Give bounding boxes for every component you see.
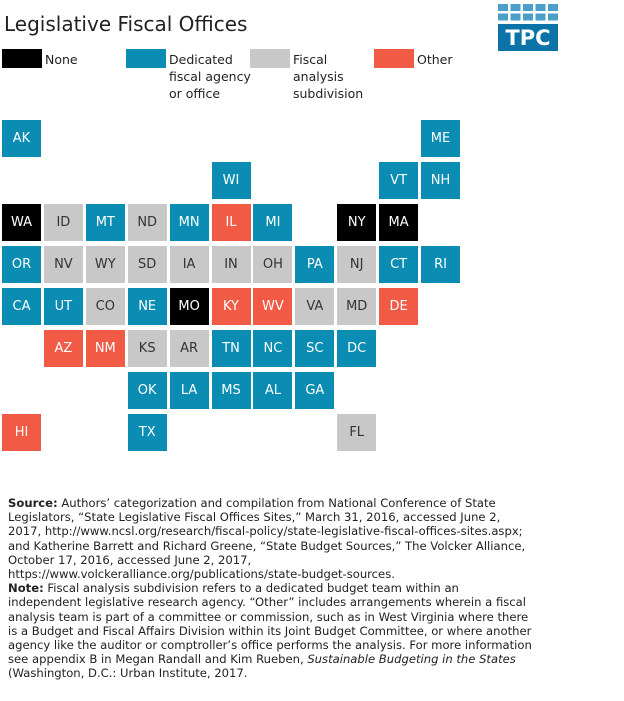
state-tile: OH: [253, 246, 293, 283]
note: Note: Fiscal analysis subdivision refers…: [8, 581, 533, 680]
legend-text: None: [45, 51, 78, 68]
legend-line: Other: [417, 52, 453, 67]
title: Legislative Fiscal Offices: [4, 12, 248, 36]
state-tile: LA: [169, 372, 209, 409]
state-tile: IL: [211, 204, 251, 241]
state-tile: DC: [337, 330, 377, 367]
legend-line: None: [45, 52, 78, 67]
state-tile: NE: [127, 288, 167, 325]
note-text: Fiscal analysis subdivision refers to a …: [8, 581, 532, 667]
source: Source: Authors’ categorization and comp…: [8, 496, 533, 581]
legend-text: Other: [417, 51, 453, 68]
state-tile: MN: [169, 204, 209, 241]
legend-text: Fiscal analysis subdivision: [293, 51, 363, 102]
legend-line: or office: [169, 86, 221, 101]
state-tile: CT: [379, 246, 419, 283]
state-tile: NJ: [337, 246, 377, 283]
state-tile: MS: [211, 372, 251, 409]
state-tile: ME: [421, 120, 460, 157]
state-tile: NV: [43, 246, 83, 283]
state-tile: MA: [379, 204, 419, 241]
state-tile: WV: [253, 288, 293, 325]
state-tile: VA: [295, 288, 335, 325]
note-italic: Sustainable Budgeting in the States: [307, 652, 516, 667]
logo: TPC: [498, 24, 558, 51]
state-tile: CA: [2, 288, 41, 325]
legend-line: analysis: [293, 69, 344, 84]
state-tile: RI: [421, 246, 460, 283]
state-tile: AL: [253, 372, 293, 409]
state-tile: OR: [2, 246, 41, 283]
state-tile: ID: [43, 204, 83, 241]
state-tile: SC: [295, 330, 335, 367]
state-tile: NY: [337, 204, 377, 241]
legend-line: subdivision: [293, 86, 364, 101]
legend-swatch: [126, 49, 166, 68]
state-tile: IN: [211, 246, 251, 283]
state-tile: KY: [211, 288, 251, 325]
state-tile: KS: [127, 330, 167, 367]
note-label: Note:: [8, 581, 44, 596]
state-tile: NH: [421, 162, 460, 199]
state-tile: AZ: [43, 330, 83, 367]
state-tile: UT: [43, 288, 83, 325]
state-tile: VT: [379, 162, 419, 199]
state-tile: ND: [127, 204, 167, 241]
state-tile: OK: [127, 372, 167, 409]
source-label: Source:: [8, 496, 58, 510]
state-tile: WY: [85, 246, 125, 283]
legend-swatch: [250, 49, 290, 68]
state-tile: GA: [295, 372, 335, 409]
state-tile: AK: [2, 120, 41, 157]
state-tile: TX: [127, 414, 167, 451]
legend-line: fiscal agency: [169, 69, 251, 84]
state-tile: IA: [169, 246, 209, 283]
state-tile: AR: [169, 330, 209, 367]
state-tile: TN: [211, 330, 251, 367]
state-tile: MD: [337, 288, 377, 325]
legend-text: Dedicated fiscal agency or office: [169, 51, 251, 102]
state-tile: NM: [85, 330, 125, 367]
logo-grid: [498, 4, 558, 21]
legend-line: Dedicated: [169, 52, 233, 67]
state-tile: MT: [85, 204, 125, 241]
state-tile: SD: [127, 246, 167, 283]
source-text: Authors’ categorization and compilation …: [8, 496, 526, 582]
state-tile: CO: [85, 288, 125, 325]
state-tile: FL: [337, 414, 377, 451]
state-tile: HI: [2, 414, 41, 451]
legend-swatch: [2, 49, 42, 68]
state-tile: WI: [211, 162, 251, 199]
state-tile: MO: [169, 288, 209, 325]
state-tile: DE: [379, 288, 419, 325]
state-tile: NC: [253, 330, 293, 367]
state-tile: MI: [253, 204, 293, 241]
notes: Source: Authors’ categorization and comp…: [8, 496, 533, 681]
note-text: (Washington, D.C.: Urban Institute, 2017…: [8, 666, 248, 681]
state-tile: PA: [295, 246, 335, 283]
legend-swatch: [374, 49, 414, 68]
state-tile: WA: [2, 204, 41, 241]
legend-line: Fiscal: [293, 52, 328, 67]
